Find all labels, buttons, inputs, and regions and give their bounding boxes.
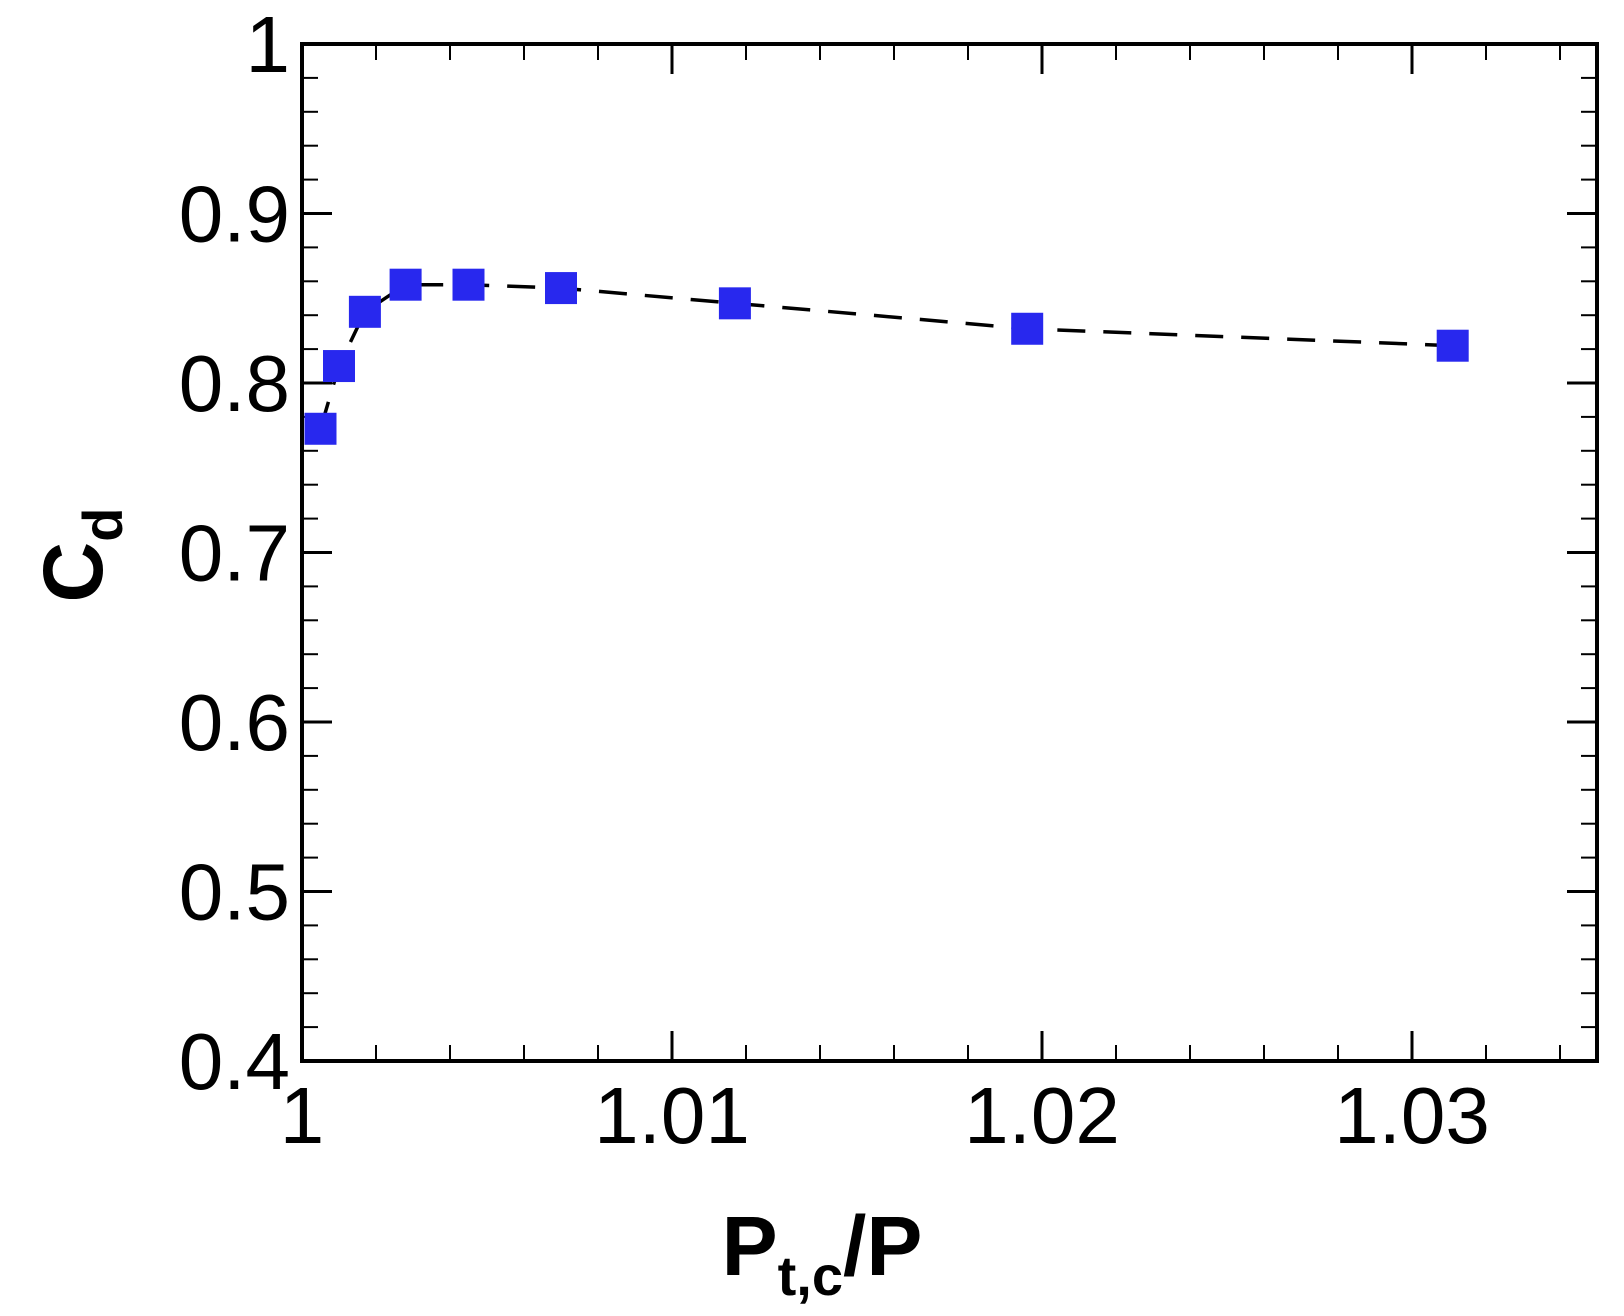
data-point-marker [1436,329,1469,362]
y-tick-labels: 0.4 0.5 0.6 0.7 0.8 0.9 1 [179,0,290,1106]
y-tick-label: 0.6 [179,678,290,767]
x-axis-title-sub: t,c [778,1244,843,1307]
y-tick-label: 1 [246,0,291,89]
y-tick-label: 0.8 [179,339,290,428]
x-tick-label: 1.01 [594,1071,750,1160]
x-axis-title-main: P [722,1199,778,1293]
data-point-marker [545,272,577,305]
data-point-marker [1011,312,1044,345]
x-tick-labels: 1 1.01 1.02 1.03 [280,1071,1490,1160]
x-axis-title: Pt,c/P [722,1199,923,1307]
y-tick-label: 0.5 [179,848,290,937]
plot-frame [300,42,1599,1063]
y-tick-label: 0.7 [179,509,290,598]
x-axis-title-tail: /P [843,1199,922,1293]
data-point-marker [348,295,381,328]
data-point-marker [452,268,485,301]
y-tick-label: 0.4 [179,1017,290,1106]
data-markers [304,268,1469,445]
y-tick-label: 0.9 [179,170,290,259]
data-point-marker [304,412,337,445]
data-point-marker [389,268,422,301]
x-tick-label: 1.03 [1334,1071,1490,1160]
y-axis-title-main: C [26,542,120,603]
x-tick-label: 1 [280,1071,325,1160]
data-point-marker [323,350,355,383]
data-point-marker [718,287,751,320]
x-tick-label: 1.02 [964,1071,1120,1160]
minor-ticks [302,44,1597,1061]
y-axis-title-sub: d [71,508,134,542]
y-axis-title: Cd [26,508,134,603]
